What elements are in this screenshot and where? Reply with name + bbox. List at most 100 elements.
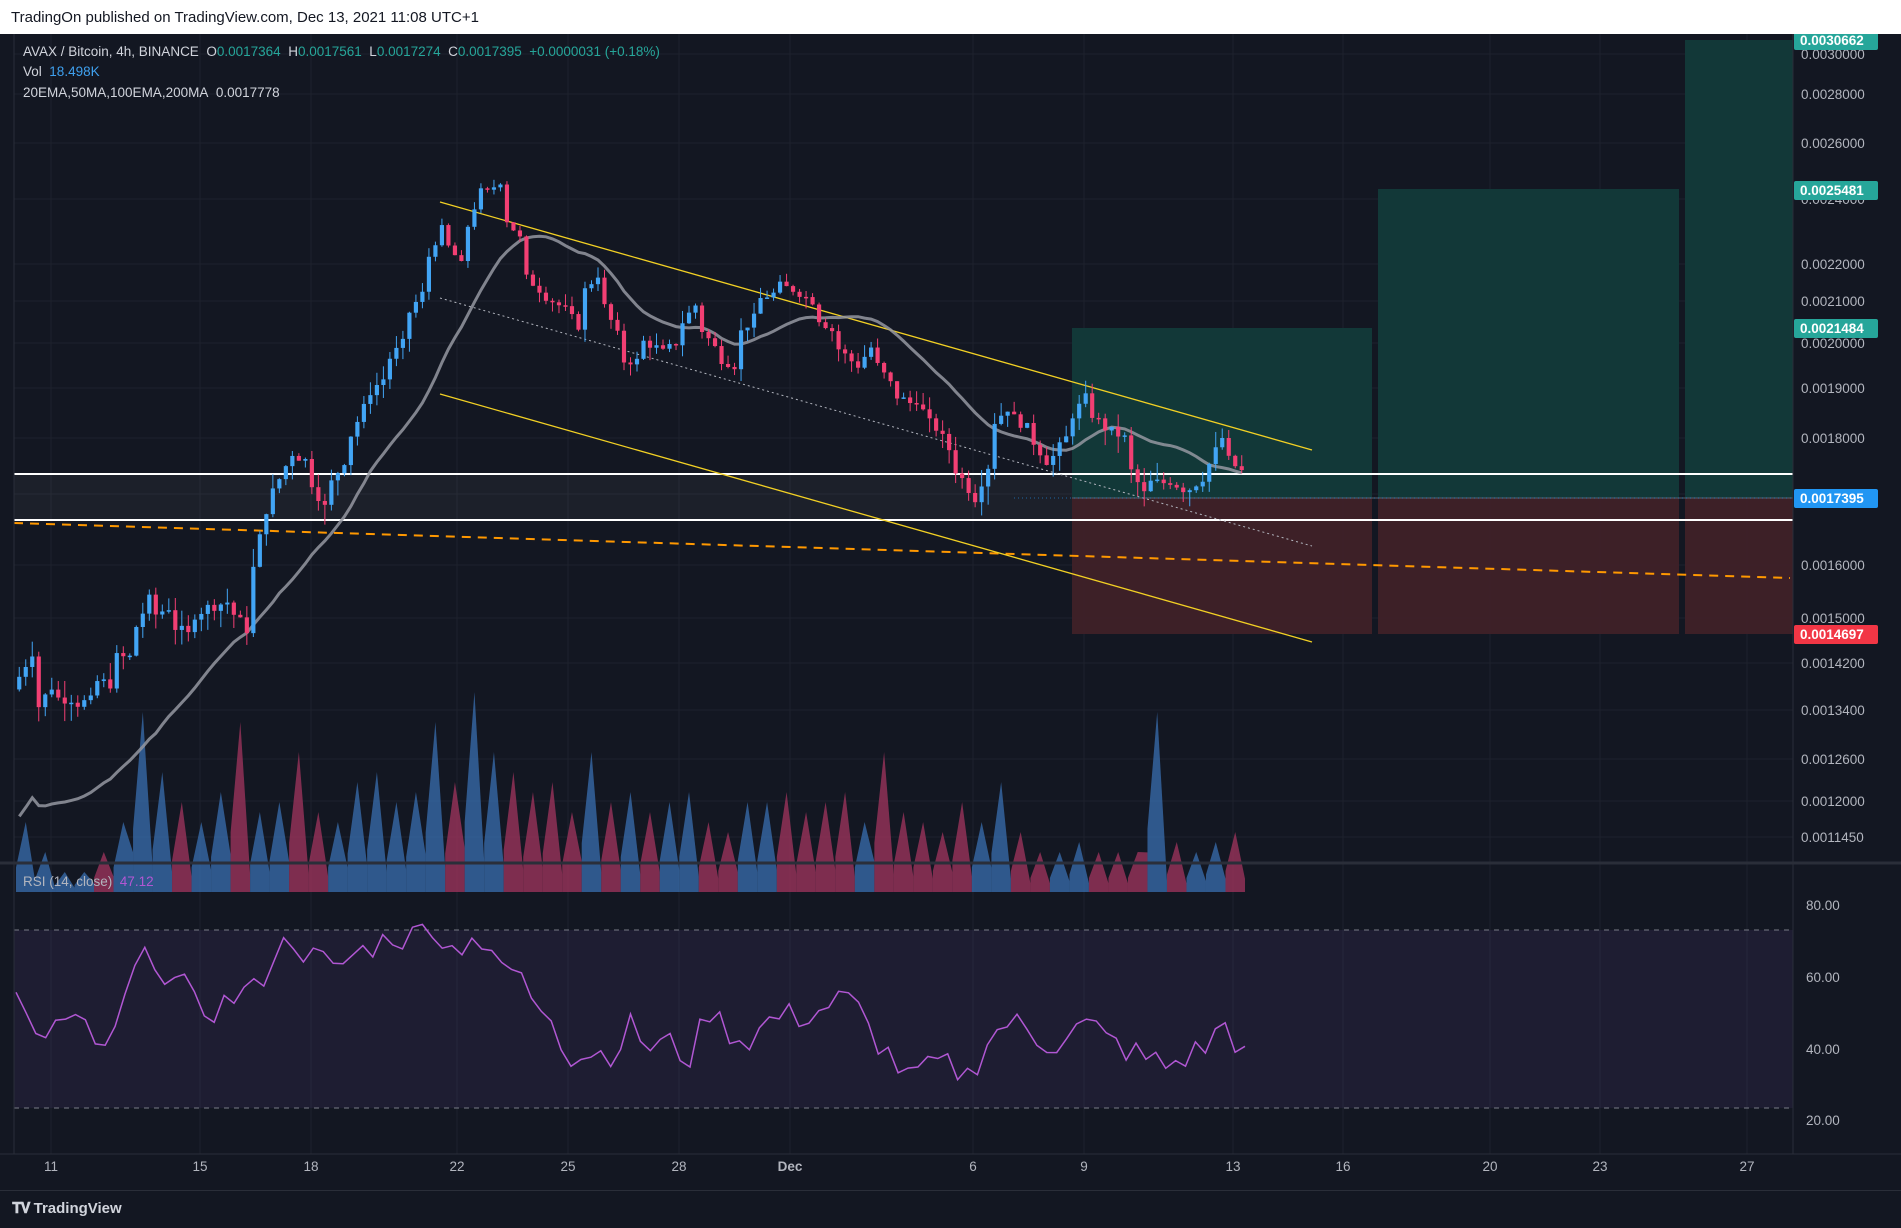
candle[interactable] — [1181, 482, 1186, 503]
candle[interactable] — [777, 275, 783, 295]
rsi-label[interactable]: RSI (14, close) — [23, 874, 113, 889]
candle[interactable] — [771, 288, 776, 301]
candle[interactable] — [764, 290, 770, 299]
candle[interactable] — [927, 397, 932, 433]
candle[interactable] — [1070, 413, 1075, 445]
candle[interactable] — [589, 280, 594, 292]
candle[interactable] — [875, 338, 880, 366]
candle[interactable] — [140, 602, 145, 638]
candle[interactable] — [1005, 411, 1010, 427]
candle[interactable] — [277, 478, 282, 494]
price-tag[interactable]: 0.0030662 — [1794, 31, 1878, 50]
candle[interactable] — [491, 179, 497, 195]
candle[interactable] — [908, 390, 913, 412]
candle[interactable] — [830, 324, 835, 342]
candle[interactable] — [17, 666, 22, 692]
candle[interactable] — [296, 453, 301, 461]
candle[interactable] — [1064, 425, 1069, 443]
candle[interactable] — [329, 469, 334, 511]
channel-upper-line[interactable] — [439, 201, 1313, 451]
candle[interactable] — [212, 599, 217, 621]
candle[interactable] — [342, 463, 347, 477]
candle[interactable] — [30, 641, 35, 678]
candle[interactable] — [394, 336, 399, 367]
candle[interactable] — [1161, 472, 1166, 490]
candle[interactable] — [628, 357, 633, 376]
candle[interactable] — [166, 598, 171, 614]
candle[interactable] — [1122, 432, 1127, 443]
candle[interactable] — [914, 391, 919, 411]
candle[interactable] — [1142, 468, 1147, 507]
candle[interactable] — [511, 222, 516, 232]
candle[interactable] — [843, 344, 848, 364]
candle[interactable] — [1109, 426, 1114, 436]
candle[interactable] — [153, 587, 158, 629]
price-axis[interactable]: 0.00300000.00280000.00260000.00240000.00… — [1801, 47, 1865, 845]
candle[interactable] — [498, 183, 503, 192]
stop-zone-1[interactable] — [1072, 498, 1372, 634]
candle[interactable] — [999, 403, 1004, 426]
candle[interactable] — [979, 470, 984, 516]
candle[interactable] — [192, 614, 197, 639]
candle[interactable] — [361, 396, 366, 429]
candle[interactable] — [244, 606, 249, 645]
candle[interactable] — [1044, 447, 1049, 466]
candle[interactable] — [1129, 427, 1134, 484]
candle[interactable] — [1148, 470, 1153, 492]
candle[interactable] — [485, 186, 490, 193]
candle[interactable] — [797, 288, 802, 303]
price-tag[interactable]: 0.0017395 — [1794, 489, 1878, 508]
candle[interactable] — [615, 312, 620, 335]
candle[interactable] — [309, 450, 314, 495]
candle[interactable] — [160, 604, 165, 619]
candle[interactable] — [62, 680, 67, 722]
candle[interactable] — [517, 225, 523, 242]
candle[interactable] — [816, 302, 822, 327]
candle[interactable] — [621, 323, 627, 371]
candle[interactable] — [602, 269, 607, 308]
candle[interactable] — [69, 694, 74, 721]
candle[interactable] — [1194, 485, 1199, 493]
candle[interactable] — [205, 600, 210, 630]
candle[interactable] — [712, 332, 718, 348]
candle[interactable] — [856, 353, 861, 374]
rsi-line[interactable] — [15, 923, 1246, 1082]
candle[interactable] — [862, 345, 867, 370]
candle[interactable] — [134, 625, 139, 657]
candle[interactable] — [43, 693, 48, 717]
candle[interactable] — [264, 513, 269, 546]
candle[interactable] — [947, 428, 952, 464]
candle[interactable] — [1155, 462, 1160, 483]
candle[interactable] — [1207, 462, 1212, 492]
candle[interactable] — [23, 659, 28, 686]
candle[interactable] — [316, 474, 321, 511]
candle[interactable] — [452, 242, 458, 256]
candle[interactable] — [680, 310, 685, 357]
candle[interactable] — [400, 330, 405, 360]
candle[interactable] — [127, 653, 132, 660]
candle[interactable] — [582, 281, 588, 342]
candle[interactable] — [413, 294, 418, 318]
candle[interactable] — [1018, 411, 1023, 433]
candle[interactable] — [1025, 422, 1030, 429]
candle[interactable] — [953, 436, 958, 484]
candle[interactable] — [1090, 383, 1095, 423]
candle[interactable] — [88, 687, 93, 705]
candle[interactable] — [1226, 430, 1231, 460]
candle[interactable] — [1213, 431, 1218, 471]
rsi-pane[interactable] — [14, 923, 1793, 1109]
candle[interactable] — [459, 250, 464, 262]
price-tag[interactable]: 0.0014697 — [1794, 625, 1878, 644]
candle[interactable] — [934, 413, 939, 437]
candle[interactable] — [849, 350, 854, 372]
candle[interactable] — [335, 471, 340, 496]
price-tag[interactable]: 0.0021484 — [1794, 319, 1878, 338]
candle[interactable] — [1038, 440, 1043, 464]
candle[interactable] — [121, 646, 126, 670]
price-tag[interactable]: 0.0025481 — [1794, 181, 1878, 200]
candle[interactable] — [1031, 414, 1036, 456]
candle[interactable] — [960, 467, 965, 489]
candle[interactable] — [699, 302, 705, 339]
dashed-trendline[interactable] — [13, 522, 1791, 579]
candle[interactable] — [882, 361, 887, 379]
